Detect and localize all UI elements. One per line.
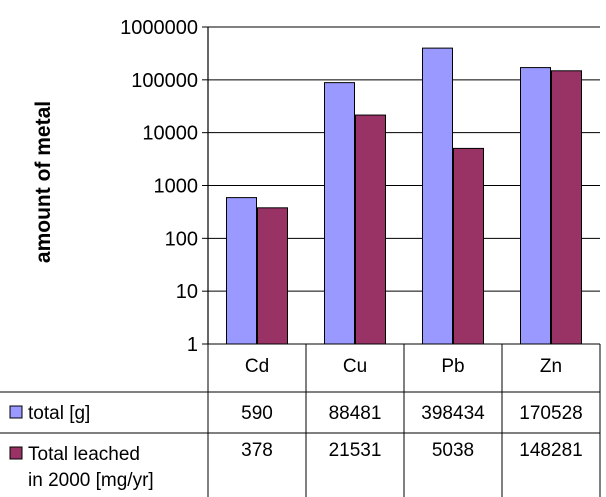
bar-total-pb	[422, 47, 453, 345]
y-tick-label: 10	[176, 281, 198, 303]
bar-total-zn	[520, 67, 551, 345]
bar-total-cd	[226, 197, 257, 345]
legend-swatch	[9, 405, 23, 419]
y-tick-label: 10000	[142, 123, 198, 145]
legend-label: in 2000 [mg/yr]	[28, 470, 154, 491]
bar-leached-cd	[257, 207, 288, 345]
y-axis-ticks: 1 10 100 1000 10000 100000 1000000	[120, 17, 208, 356]
data-label: 5038	[432, 440, 474, 461]
data-label: 170528	[519, 403, 582, 424]
data-label: 590	[241, 403, 273, 424]
y-axis-label: amount of metal	[32, 101, 55, 263]
bar-leached-cu	[355, 114, 386, 345]
data-label: 88481	[329, 403, 382, 424]
y-tick-label: 100	[165, 228, 198, 250]
y-tick-label: 1000	[154, 176, 199, 198]
data-label: 398434	[421, 403, 485, 424]
bar-leached-pb	[453, 147, 484, 345]
bar-leached-zn	[551, 70, 582, 345]
category-label: Cd	[245, 356, 269, 377]
category-label: Pb	[441, 356, 464, 377]
data-label: 148281	[519, 440, 582, 461]
y-tick-label: 1	[187, 334, 198, 356]
legend-swatch	[9, 446, 23, 460]
data-label: 21531	[329, 440, 382, 461]
legend-label: total [g]	[28, 403, 90, 424]
y-tick-label: 1000000	[120, 17, 198, 39]
bar-total-cu	[324, 82, 355, 345]
data-table: Cd Cu Pb Zn total [g] 590 88481 398434 170528 Tot…	[0, 344, 601, 497]
category-label: Cu	[343, 356, 367, 377]
legend-label: Total leached	[28, 444, 140, 465]
y-tick-label: 100000	[131, 70, 198, 92]
bars	[226, 47, 582, 345]
category-label: Zn	[540, 356, 562, 377]
data-label: 378	[241, 440, 273, 461]
